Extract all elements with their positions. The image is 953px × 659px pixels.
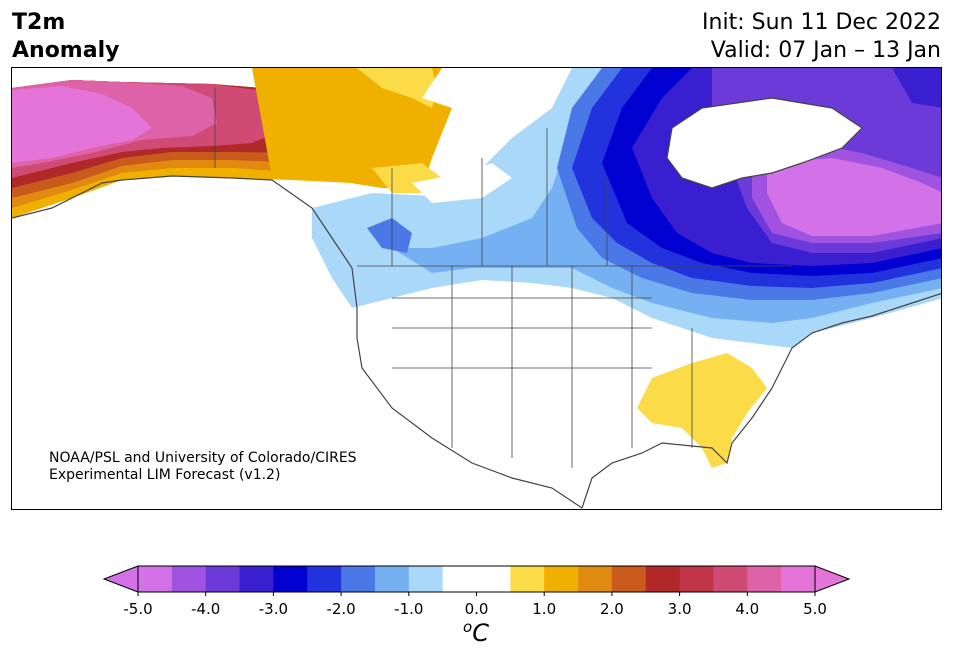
coastlines	[12, 97, 941, 509]
colorbar-cell	[510, 566, 545, 592]
anomaly-map	[12, 68, 941, 509]
colorbar-cell	[679, 566, 714, 592]
colorbar-tick-label: -1.0	[394, 600, 424, 618]
colorbar-tick-label: -2.0	[326, 600, 356, 618]
colorbar-cell	[374, 566, 410, 592]
date-info: Init: Sun 11 Dec 2022 Valid: 07 Jan – 13…	[702, 9, 941, 65]
colorbar	[102, 565, 851, 596]
unit-degree: o	[463, 618, 473, 636]
colorbar-tick-label: 5.0	[803, 600, 827, 618]
colorbar-cell	[341, 566, 376, 592]
colorbar-cell	[611, 566, 647, 592]
colorbar-tick-label: -4.0	[191, 600, 221, 618]
valid-date: Valid: 07 Jan – 13 Jan	[710, 38, 941, 63]
colorbar-cell	[307, 566, 342, 592]
prairie-neutral-zone	[412, 163, 512, 203]
colorbar-cell	[781, 566, 816, 592]
chart-title: T2m Anomaly	[12, 9, 119, 65]
colorbar-tick-label: -3.0	[258, 600, 289, 618]
southeast-us-warm-anomaly	[637, 353, 767, 468]
colorbar-tick-label: -5.0	[123, 600, 153, 618]
colorbar-cell	[205, 566, 241, 592]
colorbar-cell	[645, 566, 681, 592]
colorbar-tick-label: 4.0	[735, 600, 760, 618]
interior-cold-patch	[367, 218, 412, 253]
colorbar-cell	[747, 566, 782, 592]
title-line-1: T2m	[12, 10, 66, 35]
map-panel	[11, 67, 942, 510]
colorbar-tick-label: 2.0	[599, 600, 624, 618]
unit-letter: C	[472, 619, 489, 647]
title-line-2: Anomaly	[12, 38, 120, 63]
colorbar-extend-high	[814, 565, 851, 593]
colorbar-cell	[442, 566, 477, 592]
colorbar-cell	[713, 566, 748, 592]
colorbar-extend-low	[102, 565, 139, 593]
colorbar-cell	[476, 566, 511, 592]
colorbar-cell	[408, 566, 444, 592]
credit-line-2: Experimental LIM Forecast (v1.2)	[49, 467, 281, 483]
hudson-bay	[667, 98, 862, 188]
colorbar-cell	[273, 566, 308, 592]
colorbar-cell	[239, 566, 274, 592]
credit-line-1: NOAA/PSL and University of Colorado/CIRE…	[49, 450, 357, 466]
init-date: Init: Sun 11 Dec 2022	[702, 10, 941, 35]
colorbar-tick-label: 3.0	[667, 600, 692, 618]
colorbar-cell	[578, 566, 613, 592]
political-borders	[214, 88, 792, 468]
yukon-light-warm	[357, 68, 437, 108]
colorbar-tick-label: 0.0	[464, 600, 489, 618]
colorbar-cell	[138, 566, 173, 592]
colorbar-tick-label: 1.0	[532, 600, 557, 618]
yukon-warm-anomaly	[252, 68, 452, 188]
colorbar-cell	[171, 566, 207, 592]
credit-text: NOAA/PSL and University of Colorado/CIRE…	[49, 450, 357, 484]
canada-neutral-zone	[422, 68, 532, 148]
unit-label: oC	[463, 618, 489, 647]
colorbar-cell	[544, 566, 579, 592]
